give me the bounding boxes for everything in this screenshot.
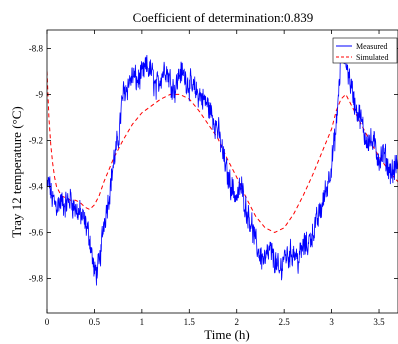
x-tick-label: 0 (45, 317, 50, 327)
series-layer (47, 43, 398, 286)
plot-frame (46, 29, 398, 314)
legend-simulated-label: Simulated (356, 53, 388, 62)
series-line-measured (47, 43, 398, 286)
x-tick-label: 3 (329, 317, 334, 327)
legend-measured-label: Measured (356, 42, 388, 51)
x-axis-label: Time (h) (204, 327, 249, 342)
y-axis-label: Tray 12 temperature (°C) (9, 106, 24, 237)
y-tick-label: -9.6 (29, 227, 44, 237)
y-tick-label: -9.4 (29, 181, 44, 191)
x-tick-label: 1 (140, 317, 145, 327)
series-line-simulated (47, 71, 398, 234)
x-tick-label: 3.5 (373, 317, 385, 327)
x-tick-label: 2 (234, 317, 239, 327)
chart-title: Coefficient of determination:0.839 (133, 10, 314, 25)
plot-area: 0 0.5 1 1.5 2 2.5 3 3.5 -9.8 -9.6 -9.4 -9.2 -9 -8.8 (29, 29, 398, 327)
y-tick-label: -9 (36, 89, 44, 99)
legend: Measured Simulated (332, 37, 398, 64)
ticks-layer: 0 0.5 1 1.5 2 2.5 3 3.5 -9.8 -9.6 -9.4 -9.2 -9 -8.8 (29, 30, 398, 327)
x-tick-label: 2.5 (279, 317, 291, 327)
y-tick-label: -8.8 (29, 43, 44, 53)
y-tick-label: -9.2 (29, 135, 43, 145)
legend-box (332, 37, 398, 64)
y-tick-label: -9.8 (29, 273, 44, 283)
x-tick-label: 1.5 (184, 317, 196, 327)
x-tick-label: 0.5 (89, 317, 101, 327)
